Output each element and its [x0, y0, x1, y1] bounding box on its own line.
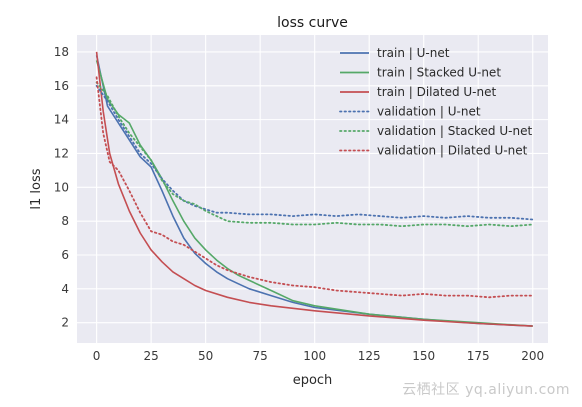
legend-label-3: validation | U-net: [377, 105, 481, 119]
legend-label-1: train | Stacked U-net: [377, 66, 501, 80]
y-tick-label: 14: [54, 113, 69, 127]
legend-label-4: validation | Stacked U-net: [377, 124, 532, 138]
x-tick-label: 0: [93, 349, 101, 363]
series-layer: [95, 51, 534, 327]
y-tick-label: 2: [61, 316, 69, 330]
x-tick-label: 50: [198, 349, 213, 363]
y-axis-label: l1 loss: [29, 168, 44, 209]
x-tick-label: 25: [143, 349, 158, 363]
watermark: 云栖社区 yq.aliyun.com: [402, 382, 570, 398]
x-tick-label: 150: [412, 349, 435, 363]
y-tick-label: 6: [61, 248, 69, 262]
y-tick-label: 8: [61, 214, 69, 228]
series-line-1: [95, 60, 533, 327]
y-tick-label: 18: [54, 45, 69, 59]
legend-label-5: validation | Dilated U-net: [377, 144, 528, 158]
x-tick-label: 125: [358, 349, 381, 363]
chart-title: loss curve: [277, 15, 348, 31]
x-ticks: 0 25 50 75 100 125 150 175 200: [93, 349, 544, 363]
x-tick-label: 100: [303, 349, 326, 363]
series-line-2: [95, 51, 533, 327]
legend-label-0: train | U-net: [377, 46, 450, 60]
plot-background: [77, 35, 548, 343]
x-tick-label: 200: [521, 349, 544, 363]
y-tick-label: 10: [54, 180, 69, 194]
legend-label-2: train | Dilated U-net: [377, 85, 496, 99]
series-line-0: [95, 55, 533, 327]
series-line-3: [95, 84, 534, 221]
x-axis-label: epoch: [293, 373, 333, 388]
x-tick-label: 175: [467, 349, 490, 363]
y-tick-label: 4: [61, 282, 69, 296]
y-ticks: 2 4 6 8 10 12 14 16 18: [54, 45, 69, 330]
x-tick-label: 75: [253, 349, 268, 363]
y-tick-label: 12: [54, 146, 69, 160]
series-line-5: [95, 76, 534, 299]
y-tick-label: 16: [54, 79, 69, 93]
legend: train | U-net train | Stacked U-net train …: [339, 46, 532, 158]
